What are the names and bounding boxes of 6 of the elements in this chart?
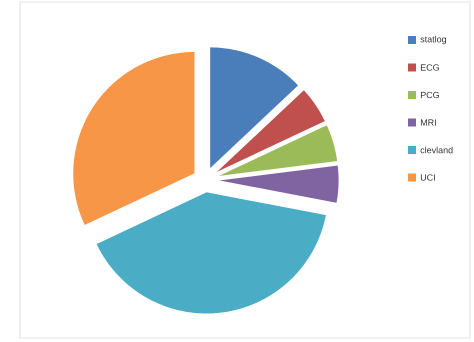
legend-label: PCG bbox=[420, 92, 439, 98]
legend-label: UCI bbox=[420, 174, 435, 181]
legend-label: ECG bbox=[420, 64, 439, 71]
legend-label: statlog bbox=[420, 36, 446, 44]
legend-label: clevland bbox=[420, 146, 453, 154]
legend-label: MRI bbox=[420, 119, 436, 126]
